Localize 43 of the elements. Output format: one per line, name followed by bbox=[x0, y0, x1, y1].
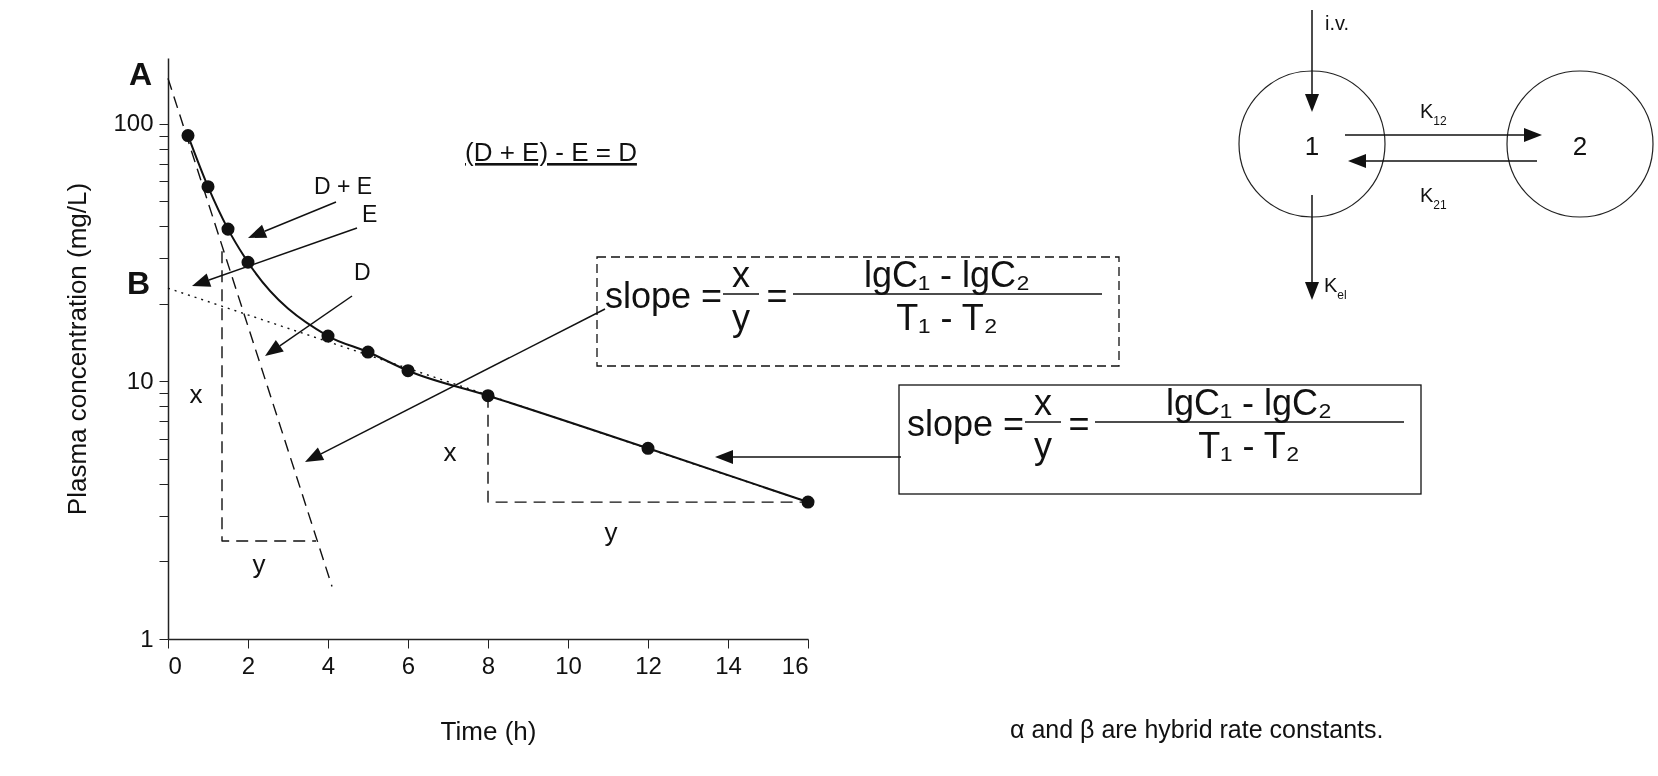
annotation: E bbox=[362, 201, 378, 227]
x-tick-label: 0 bbox=[168, 651, 182, 679]
annotation: y bbox=[732, 296, 750, 338]
annotation: slope = bbox=[605, 274, 723, 316]
text: y bbox=[1034, 424, 1052, 466]
text: T₁ - T₂ bbox=[1198, 424, 1300, 466]
text: K$_{12}$ bbox=[1420, 100, 1448, 128]
x-tick-label: 12 bbox=[635, 651, 662, 679]
annotation: D bbox=[354, 259, 371, 285]
x-tick-label: 14 bbox=[715, 651, 742, 679]
x-tick-label: 2 bbox=[241, 651, 256, 679]
annotation: y bbox=[604, 517, 618, 547]
x-tick-label: 10 bbox=[555, 651, 582, 679]
text: A bbox=[129, 56, 153, 92]
text: i.v. bbox=[1325, 12, 1350, 34]
text: = bbox=[1068, 402, 1090, 444]
text: lgC₁ - lgC₂ bbox=[863, 253, 1031, 295]
y-tick-label: 100 bbox=[113, 109, 154, 137]
y-tick-label: 1 bbox=[140, 624, 154, 652]
annotation: x bbox=[443, 437, 457, 467]
annotation: y bbox=[252, 549, 266, 579]
annotation: x bbox=[732, 253, 750, 295]
annotation: = bbox=[766, 274, 788, 316]
y-tick-label: 10 bbox=[126, 366, 154, 394]
text: T₁ - T₂ bbox=[896, 296, 998, 338]
text: x bbox=[1034, 381, 1052, 423]
text: 2 bbox=[1572, 131, 1588, 161]
annotation: D + E bbox=[314, 173, 373, 199]
annotation: x bbox=[189, 379, 203, 409]
text: lgC₁ - lgC₂ bbox=[1165, 381, 1333, 423]
x-axis-title: Time (h) bbox=[440, 715, 537, 746]
text: K$_{el}$ bbox=[1324, 274, 1347, 302]
x-tick-label: 6 bbox=[401, 651, 416, 679]
text: α and β are hybrid rate constants. bbox=[1010, 715, 1384, 743]
text: B bbox=[127, 265, 151, 301]
x-tick-label: 8 bbox=[481, 651, 496, 679]
x-tick-label: 16 bbox=[781, 651, 809, 679]
text: slope = bbox=[907, 402, 1025, 444]
x-tick-label: 4 bbox=[321, 651, 336, 679]
annotation: (D + E) - E = D bbox=[465, 137, 637, 167]
text: K$_{21}$ bbox=[1420, 184, 1448, 212]
y-axis-title: Plasma concentration (mg/L) bbox=[62, 182, 93, 516]
text: 1 bbox=[1304, 131, 1320, 161]
